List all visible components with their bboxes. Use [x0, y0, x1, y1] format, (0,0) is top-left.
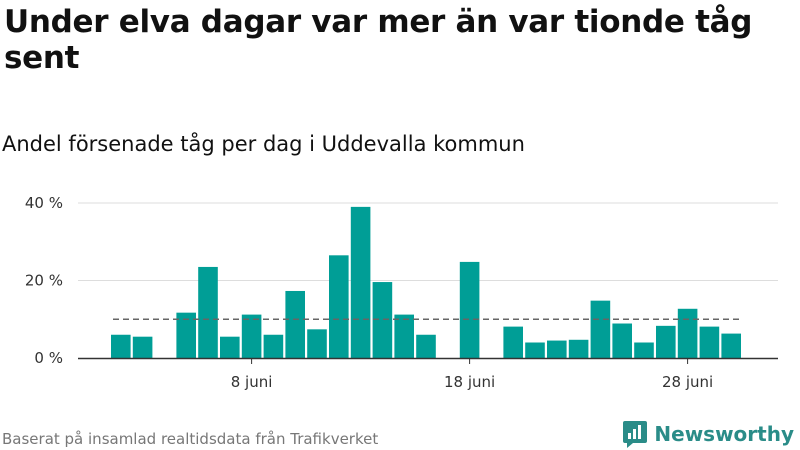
y-tick-label: 0 % — [34, 349, 63, 367]
bar — [372, 282, 393, 358]
bar — [612, 323, 632, 358]
bar — [241, 314, 262, 358]
x-tick-label: 28 juni — [662, 373, 713, 391]
bar — [677, 308, 698, 358]
bar — [634, 342, 654, 358]
bar — [111, 334, 131, 358]
bar — [307, 329, 327, 358]
bar — [721, 333, 741, 358]
bar — [394, 314, 414, 358]
gridlines — [78, 202, 778, 281]
bar — [176, 312, 196, 358]
axes: 0 % 20 % 40 % 8 juni 18 juni 28 juni — [25, 194, 778, 391]
brand-name: Newsworthy — [654, 422, 794, 446]
x-tick-label: 8 juni — [231, 373, 273, 391]
chart-subtitle: Andel försenade tåg per dag i Uddevalla … — [2, 132, 525, 156]
bar — [590, 300, 611, 358]
bar — [416, 334, 436, 358]
bar — [656, 325, 676, 358]
x-tick-label: 18 juni — [444, 373, 495, 391]
bar — [699, 326, 720, 358]
bar-chart-logo-icon — [623, 421, 648, 448]
brand-logo: Newsworthy — [622, 420, 794, 448]
bar — [198, 266, 218, 358]
bar — [285, 290, 305, 358]
bar — [329, 255, 349, 358]
y-tick-label: 20 % — [25, 272, 63, 290]
bar — [220, 336, 240, 358]
bar-chart: 0 % 20 % 40 % 8 juni 18 juni 28 juni — [25, 194, 778, 391]
y-tick-label: 40 % — [25, 194, 63, 212]
bar — [568, 339, 589, 358]
bar — [459, 261, 480, 358]
bar — [525, 342, 545, 358]
bar — [503, 326, 523, 358]
source-note: Baserat på insamlad realtidsdata från Tr… — [2, 430, 379, 448]
bar — [547, 340, 567, 358]
bar — [132, 336, 153, 358]
bars — [111, 206, 741, 358]
bar — [263, 334, 284, 358]
bar — [350, 206, 371, 358]
chart-title: Under elva dagar var mer än var tionde t… — [4, 4, 753, 76]
